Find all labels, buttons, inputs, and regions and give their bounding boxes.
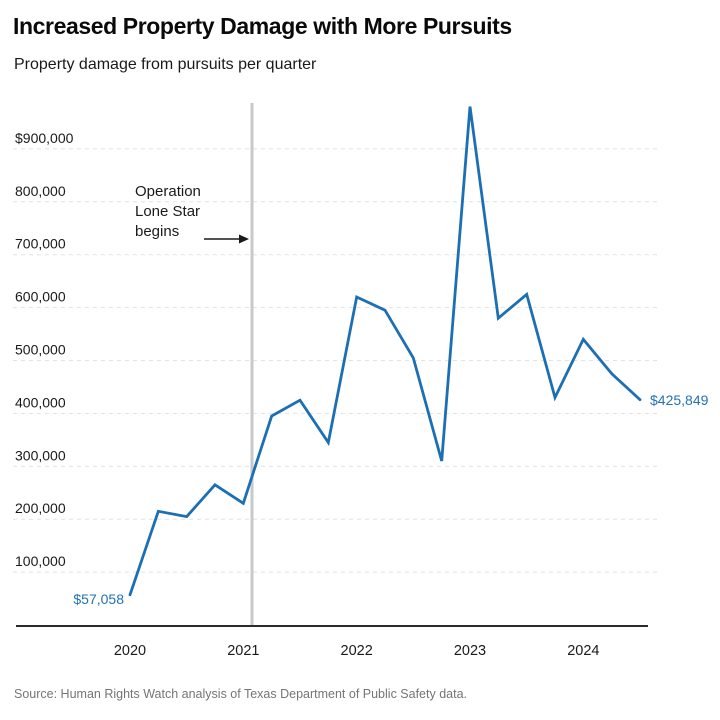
x-axis-labels: 2020 2021 2022 2023 2024 xyxy=(114,643,600,659)
x-tick-label: 2021 xyxy=(227,643,259,659)
source-note: Source: Human Rights Watch analysis of T… xyxy=(14,687,467,701)
chart-subtitle: Property damage from pursuits per quarte… xyxy=(14,56,317,73)
right-arrow-icon xyxy=(204,234,249,244)
annotation-line-1: Operation xyxy=(135,183,201,200)
event-annotation: Operation Lone Star begins xyxy=(135,183,249,244)
first-value-label: $57,058 xyxy=(73,591,124,607)
last-value-label: $425,849 xyxy=(650,392,709,408)
x-tick-label: 2020 xyxy=(114,643,146,659)
x-tick-label: 2023 xyxy=(454,643,486,659)
x-tick-label: 2024 xyxy=(567,643,599,659)
y-tick-label: 800,000 xyxy=(15,183,66,199)
annotation-line-2: Lone Star xyxy=(135,203,200,220)
y-tick-label: 200,000 xyxy=(15,500,66,516)
y-tick-label: 600,000 xyxy=(15,289,66,305)
x-tick-label: 2022 xyxy=(341,643,373,659)
y-tick-label: 300,000 xyxy=(15,447,66,463)
property-damage-line xyxy=(128,106,642,597)
y-tick-label: 100,000 xyxy=(15,553,66,569)
y-tick-label: 400,000 xyxy=(15,394,66,410)
y-axis-labels: 100,000 200,000 300,000 400,000 500,000 600,0… xyxy=(15,130,74,569)
gridlines xyxy=(13,148,657,573)
y-tick-label: 700,000 xyxy=(15,236,66,252)
annotation-line-3: begins xyxy=(135,223,179,240)
y-tick-label: 500,000 xyxy=(15,342,66,358)
chart-title: Increased Property Damage with More Purs… xyxy=(13,13,512,39)
y-tick-label: $900,000 xyxy=(15,130,74,146)
